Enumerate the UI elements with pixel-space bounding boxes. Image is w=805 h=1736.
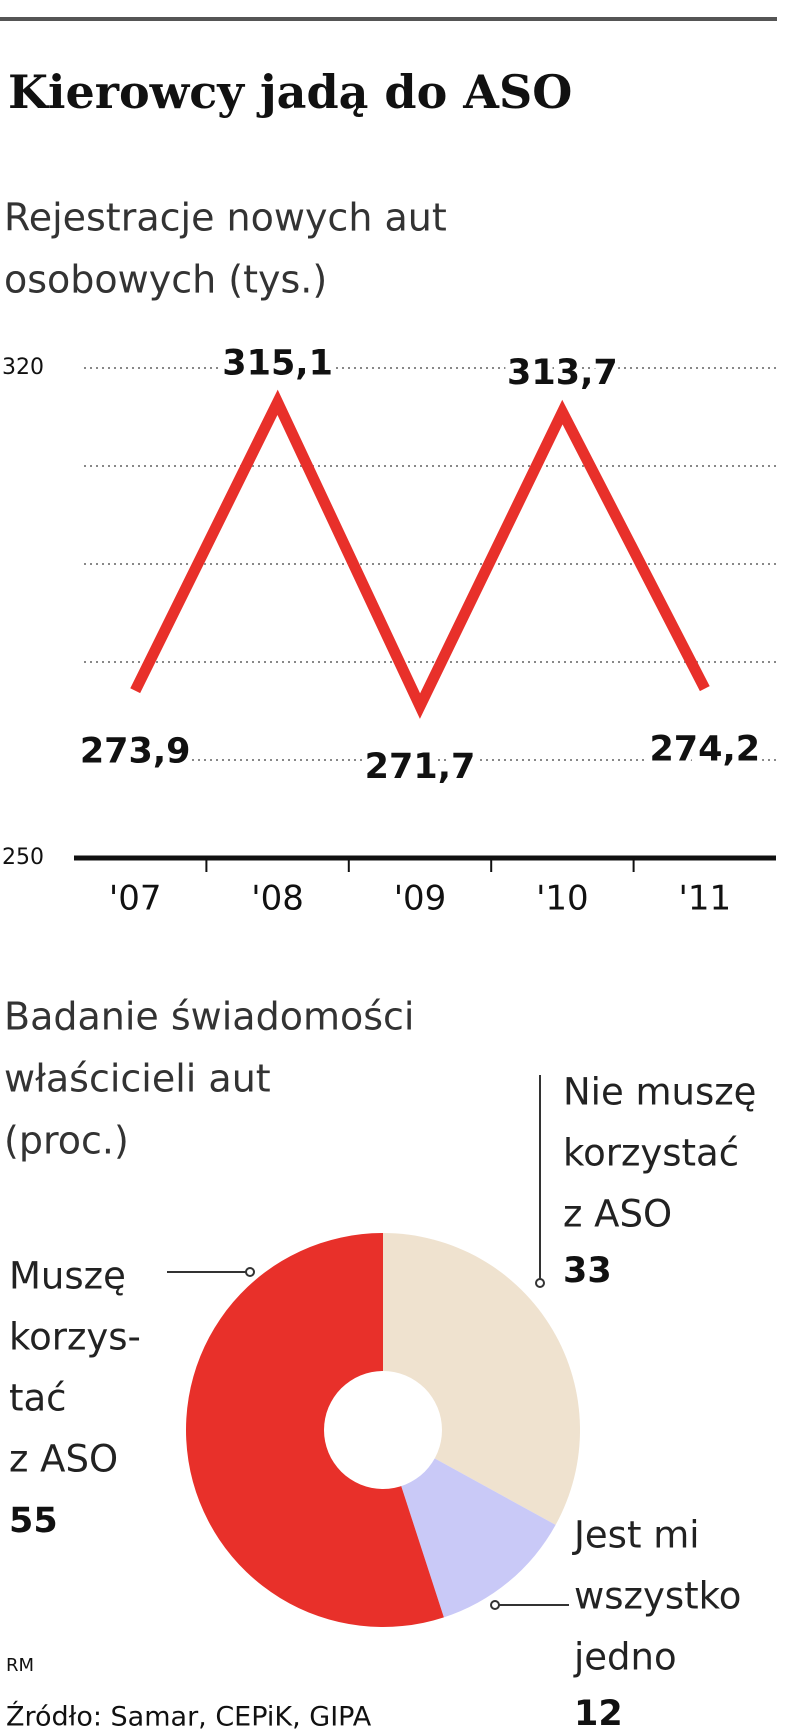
x-tick-label: '07 [109, 879, 162, 919]
subtitle: Badanie świadomości [4, 995, 414, 1039]
subtitle: właścicieli aut [4, 1057, 271, 1101]
x-tick-label: '08 [251, 879, 304, 919]
x-tick-label: '10 [536, 879, 589, 919]
donut-slice [383, 1430, 556, 1618]
slice-label: Muszę [9, 1255, 126, 1298]
slice-label: wszystko [574, 1575, 741, 1618]
y-tick-label: 250 [2, 845, 44, 870]
title: Kierowcy jadą do ASO [8, 65, 572, 119]
value-label: 273,9 [80, 732, 191, 772]
slice-value: 55 [9, 1501, 58, 1541]
y-tick-label: 320 [2, 355, 44, 380]
value-label: 274,2 [649, 730, 760, 770]
leader-dot [245, 1267, 255, 1277]
author: RM [6, 1655, 34, 1676]
slice-label: korzystać [563, 1132, 739, 1175]
slice-value: 12 [574, 1694, 623, 1734]
subtitle: (proc.) [4, 1119, 129, 1163]
value-label: 313,7 [507, 353, 618, 393]
slice-label: korzys- [9, 1316, 141, 1359]
subtitle: osobowych (tys.) [4, 258, 327, 302]
slice-label: z ASO [9, 1438, 118, 1481]
slice-value: 33 [563, 1251, 612, 1291]
value-label: 315,1 [222, 343, 333, 383]
x-tick-label: '09 [394, 879, 447, 919]
value-label: 271,7 [365, 747, 476, 787]
donut-hole [324, 1371, 442, 1489]
donut-slice [186, 1233, 444, 1627]
source: Źródło: Samar, CEPiK, GIPA [6, 1701, 372, 1733]
leader-dot [535, 1278, 545, 1288]
slice-label: Nie muszę [563, 1071, 756, 1114]
slice-label: jedno [573, 1636, 677, 1679]
slice-label: Jest mi [572, 1514, 700, 1557]
leader-dot [490, 1600, 500, 1610]
slice-label: z ASO [563, 1193, 672, 1236]
x-tick-label: '11 [678, 879, 731, 919]
subtitle: Rejestracje nowych aut [4, 196, 447, 240]
slice-label: tać [9, 1377, 67, 1420]
data-line [130, 389, 710, 719]
